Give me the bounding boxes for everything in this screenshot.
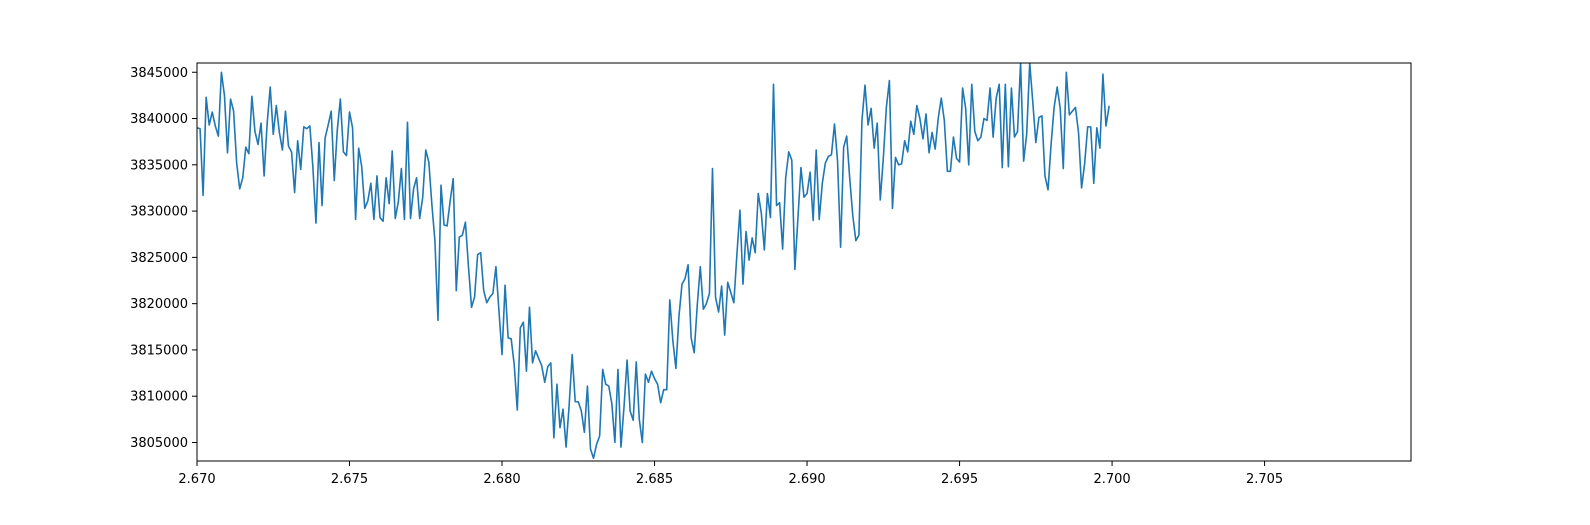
- x-tick-label: 2.700: [1093, 472, 1130, 487]
- x-tick-label: 2.675: [331, 472, 368, 487]
- y-tick-label: 3815000: [130, 343, 188, 358]
- x-tick-label: 2.670: [178, 472, 215, 487]
- x-tick-label: 2.680: [483, 472, 520, 487]
- y-tick-label: 3835000: [130, 158, 188, 173]
- x-tick-label: 2.690: [788, 472, 825, 487]
- x-tick-label: 2.705: [1246, 472, 1283, 487]
- y-axis-ticks: 3805000 3810000 3815000 3820000 3825000 38300…: [130, 66, 197, 451]
- y-tick-label: 3825000: [130, 251, 188, 266]
- data-series-line: [197, 63, 1110, 460]
- x-tick-label: 2.695: [941, 472, 978, 487]
- y-tick-label: 3845000: [130, 66, 188, 81]
- y-tick-label: 3830000: [130, 205, 188, 220]
- x-tick-label: 2.685: [636, 472, 673, 487]
- y-tick-label: 3840000: [130, 112, 188, 127]
- plot-area: [197, 63, 1411, 461]
- x-axis-ticks: 2.670 2.675 2.680 2.685 2.690 2.695 2.700 2.705: [178, 461, 1283, 487]
- y-tick-label: 3805000: [130, 436, 188, 451]
- plot-frame: [196, 62, 1412, 462]
- y-tick-label: 3810000: [130, 390, 188, 405]
- y-tick-label: 3820000: [130, 297, 188, 312]
